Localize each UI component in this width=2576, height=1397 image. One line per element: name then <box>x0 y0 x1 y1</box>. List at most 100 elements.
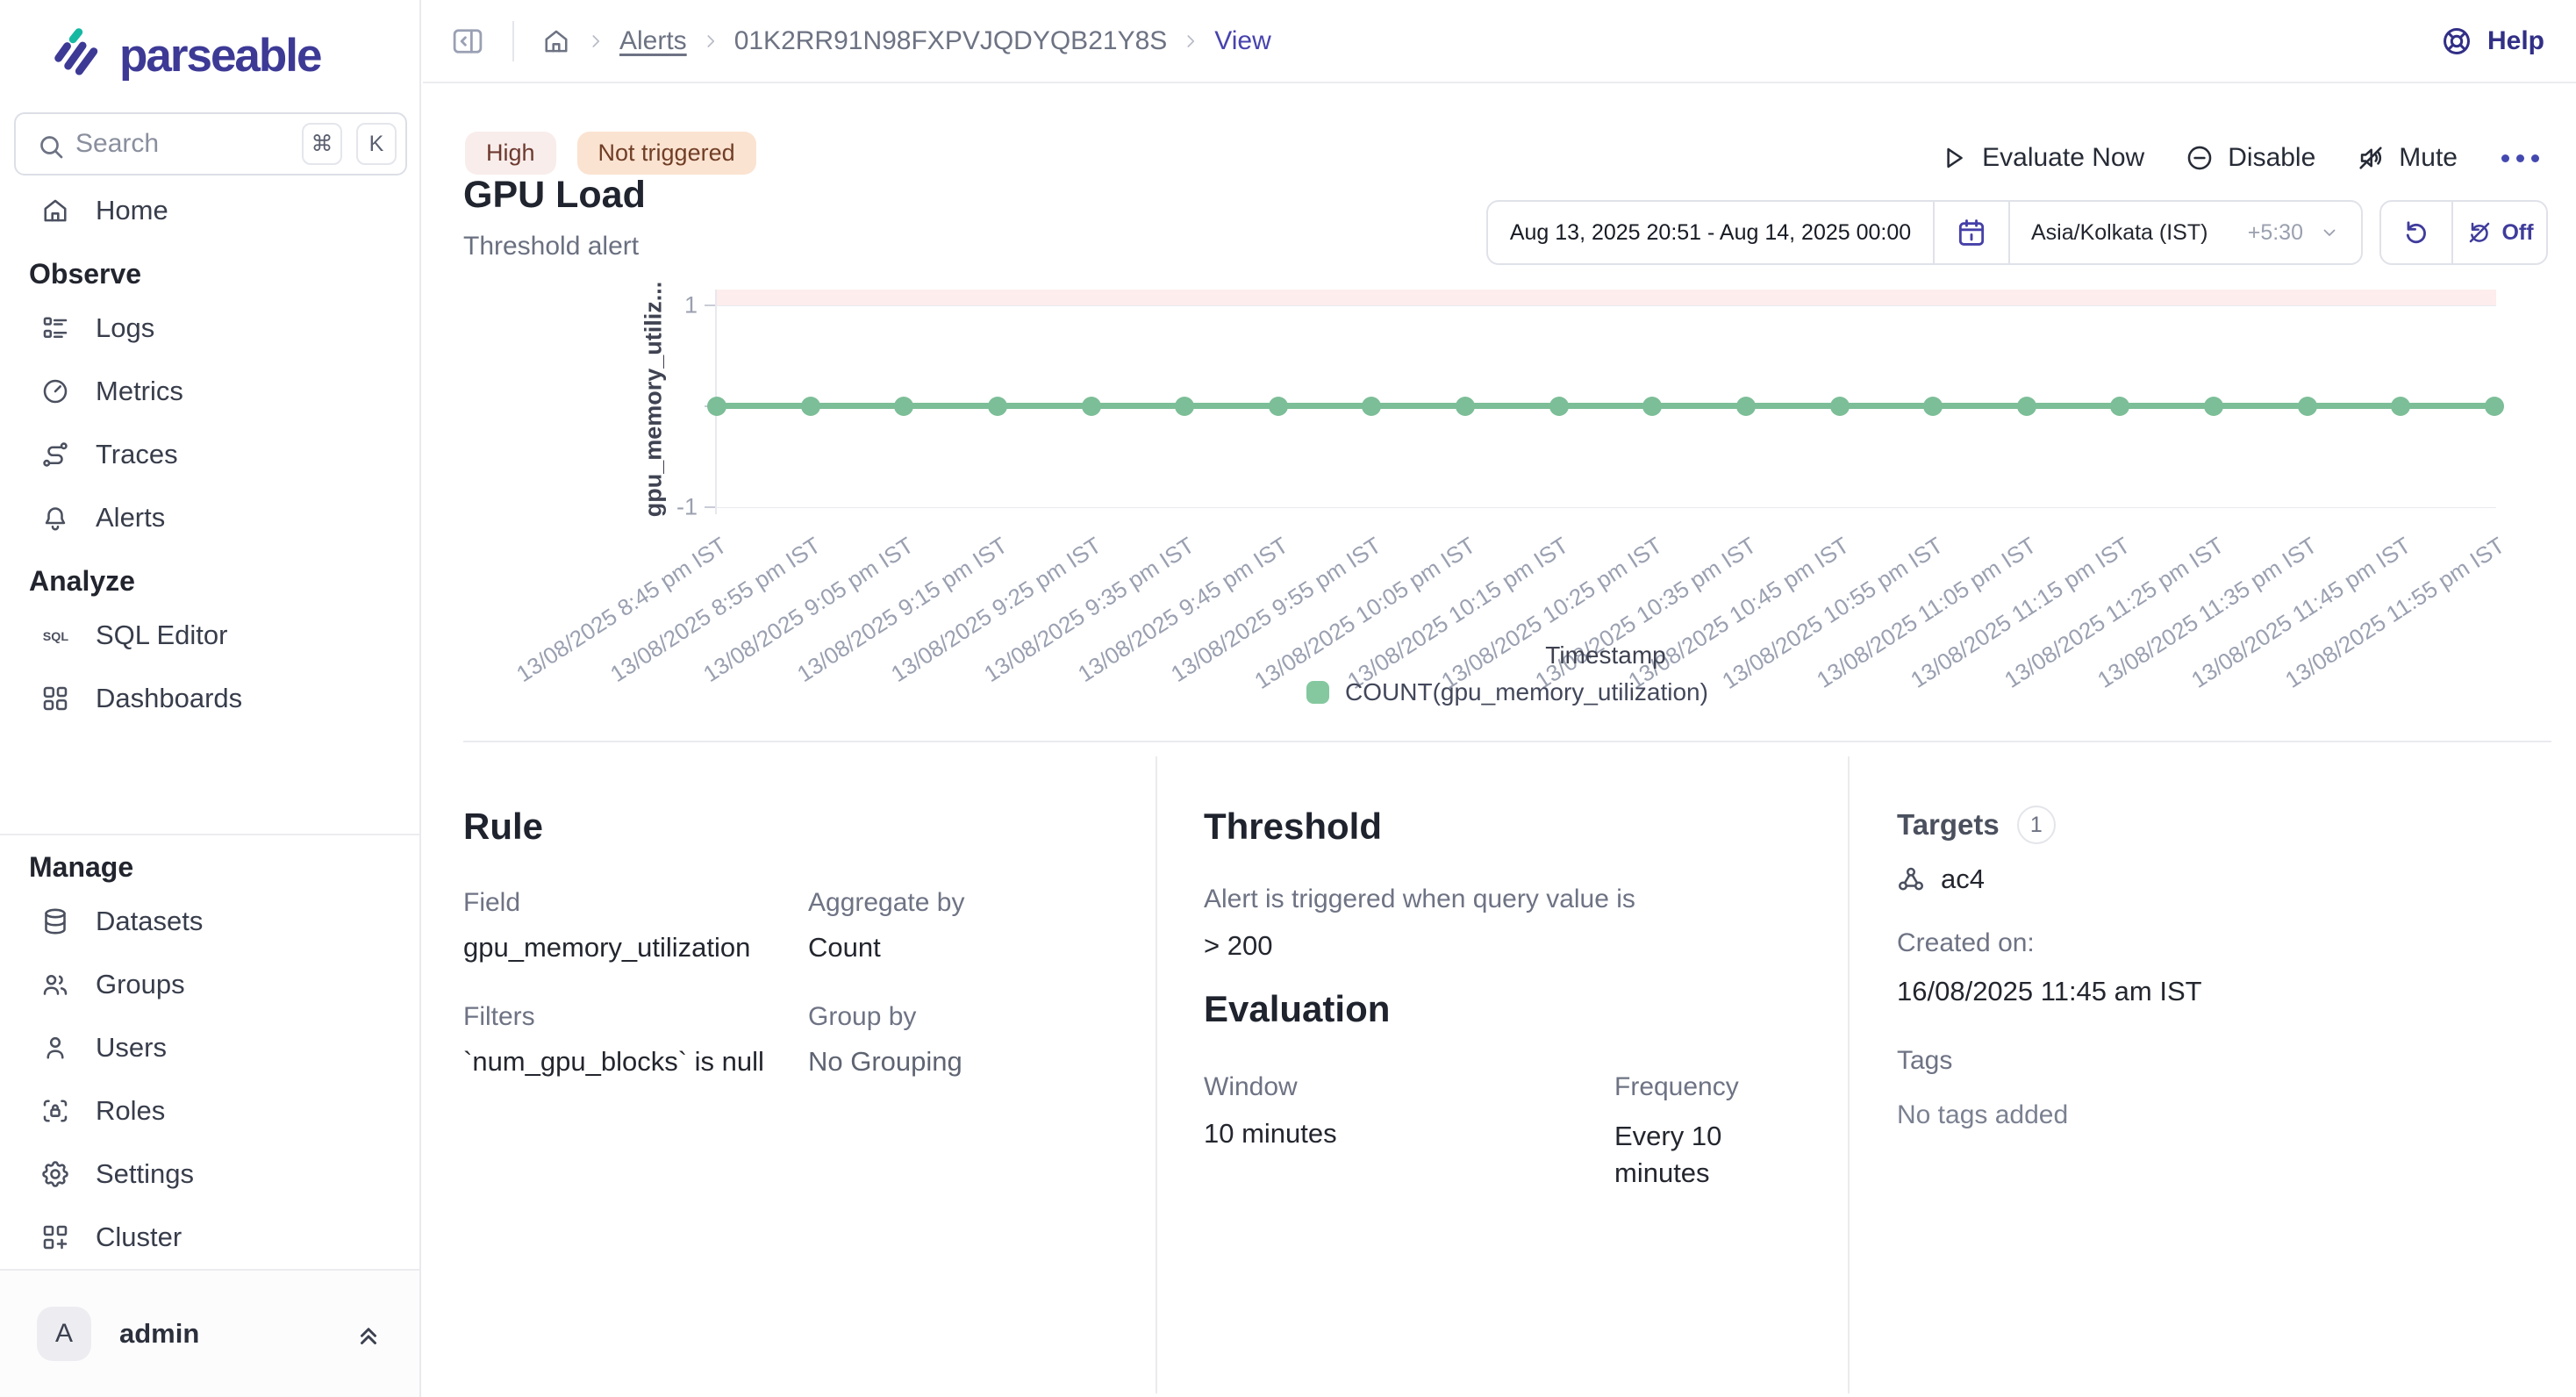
sidebar-item-label: Metrics <box>96 376 183 406</box>
data-point <box>894 397 914 416</box>
data-point <box>2110 397 2130 416</box>
search-input[interactable]: Search ⌘ K <box>14 112 407 176</box>
threshold-heading: Threshold <box>1204 806 1383 847</box>
sidebar-item-alerts[interactable]: Alerts <box>0 486 419 549</box>
breadcrumb-alert-id: 01K2RR91N98FXPVJQDYQB21Y8S <box>733 25 1168 55</box>
legend-swatch <box>1306 681 1330 704</box>
user-menu[interactable]: A admin <box>0 1269 419 1397</box>
chevron-right-icon <box>1179 30 1202 53</box>
tags-label: Tags <box>1897 1046 1953 1075</box>
threshold-condition: > 200 <box>1204 930 1273 961</box>
data-point <box>1268 397 1288 416</box>
breadcrumb-view: View <box>1214 25 1271 55</box>
app-logo[interactable]: parseable <box>0 0 419 84</box>
tags-value: No tags added <box>1897 1100 2069 1129</box>
sidebar-item-roles[interactable]: Roles <box>0 1079 419 1143</box>
chart-legend[interactable]: COUNT(gpu_memory_utilization) <box>463 678 2551 706</box>
avatar: A <box>37 1307 91 1361</box>
gridline-1 <box>717 305 2496 306</box>
timezone-value: Asia/Kolkata (IST) <box>2031 219 2208 245</box>
x-axis-title: Timestamp <box>1545 641 1666 669</box>
evaluate-now-button[interactable]: Evaluate Now <box>1939 143 2144 173</box>
alert-chart[interactable]: 1 -1 <box>676 290 2504 520</box>
targets-heading: Targets 1 <box>1897 806 2056 844</box>
threshold-description: Alert is triggered when query value is <box>1204 885 1635 913</box>
calendar-icon[interactable] <box>1935 216 2008 249</box>
help-button[interactable]: Help <box>2440 25 2544 58</box>
kbd-cmd: ⌘ <box>302 123 342 165</box>
sidebar-item-groups[interactable]: Groups <box>0 953 419 1016</box>
breadcrumb-alerts[interactable]: Alerts <box>619 25 687 55</box>
sidebar-nav: Home Observe Logs Metrics Traces Alerts Analyz… <box>0 179 419 1269</box>
alerts-icon <box>39 502 71 534</box>
data-point <box>987 397 1007 416</box>
sidebar-item-datasets[interactable]: Datasets <box>0 890 419 953</box>
play-icon <box>1939 143 1969 173</box>
series-line <box>717 403 2493 409</box>
more-actions-button[interactable] <box>2498 146 2543 171</box>
x-axis-labels: 13/08/2025 8:45 pm IST 13/08/2025 8:55 pm… <box>512 532 2509 694</box>
data-point <box>800 397 820 416</box>
lifebuoy-icon <box>2440 25 2473 58</box>
data-point <box>2391 397 2411 416</box>
chevron-right-icon <box>584 30 607 53</box>
sidebar-item-cluster[interactable]: Cluster <box>0 1206 419 1269</box>
targets-count-badge: 1 <box>2016 806 2056 844</box>
sidebar-item-traces[interactable]: Traces <box>0 423 419 486</box>
field-value: gpu_memory_utilization <box>463 932 751 963</box>
refresh-off-label: Off <box>2501 219 2534 245</box>
page-title: GPU Load <box>463 174 646 216</box>
created-label: Created on: <box>1897 928 2035 957</box>
time-range-value[interactable]: Aug 13, 2025 20:51 - Aug 14, 2025 00:00 <box>1509 219 1912 245</box>
sidebar-collapse-icon[interactable] <box>449 23 486 60</box>
app-logo-text: parseable <box>119 29 322 82</box>
nav-section-observe: Observe <box>29 258 142 290</box>
disable-button[interactable]: Disable <box>2185 143 2315 173</box>
sidebar-item-label: Alerts <box>96 502 166 533</box>
chevrons-up-icon[interactable] <box>353 1318 384 1350</box>
target-item: ac4 <box>1895 863 1985 895</box>
metrics-icon <box>39 376 71 407</box>
sidebar-item-label: Datasets <box>96 906 204 936</box>
settings-icon <box>39 1158 71 1190</box>
sidebar-item-metrics[interactable]: Metrics <box>0 360 419 423</box>
filters-value: `num_gpu_blocks` is null <box>463 1046 764 1077</box>
data-point <box>707 397 726 416</box>
column-divider <box>1156 756 1157 1393</box>
datasets-icon <box>39 906 71 937</box>
svg-text:SQL: SQL <box>43 630 69 644</box>
home-icon[interactable] <box>540 25 572 57</box>
sidebar-item-label: Cluster <box>96 1221 182 1252</box>
gridline-neg1 <box>717 507 2496 508</box>
created-value: 16/08/2025 11:45 am IST <box>1897 976 2202 1007</box>
sidebar-item-logs[interactable]: Logs <box>0 297 419 360</box>
status-badge: Not triggered <box>576 132 756 175</box>
sidebar-item-label: Home <box>96 195 168 226</box>
data-point <box>1642 397 1663 416</box>
refresh-off-icon <box>2465 219 2494 247</box>
traces-icon <box>39 439 71 470</box>
time-range-picker[interactable]: Aug 13, 2025 20:51 - Aug 14, 2025 00:00 … <box>1486 200 2363 265</box>
mute-button[interactable]: Mute <box>2356 143 2458 173</box>
sidebar-item-sql-editor[interactable]: SQL SQL Editor <box>0 604 419 667</box>
evaluation-heading: Evaluation <box>1204 988 1391 1029</box>
groupby-label: Group by <box>808 1002 917 1031</box>
sidebar-item-dashboards[interactable]: Dashboards <box>0 667 419 730</box>
timezone-select[interactable]: Asia/Kolkata (IST) +5:30 <box>2010 220 2361 246</box>
alert-badges: High Not triggered <box>465 132 756 175</box>
auto-refresh-off-button[interactable]: Off <box>2453 219 2546 247</box>
field-label: Field <box>463 888 521 917</box>
header-divider <box>512 20 514 61</box>
sidebar-item-home[interactable]: Home <box>0 179 419 242</box>
top-header: Alerts 01K2RR91N98FXPVJQDYQB21Y8S View H… <box>423 0 2576 83</box>
roles-icon <box>39 1095 71 1127</box>
y-tick-neg1: -1 <box>676 493 698 520</box>
data-point <box>2204 397 2224 416</box>
user-name: admin <box>119 1318 200 1349</box>
y-tick-1: 1 <box>683 291 698 319</box>
data-point <box>1081 397 1101 416</box>
sidebar-item-users[interactable]: Users <box>0 1016 419 1079</box>
data-point <box>1362 397 1382 416</box>
refresh-button[interactable] <box>2381 217 2451 248</box>
sidebar-item-settings[interactable]: Settings <box>0 1143 419 1206</box>
